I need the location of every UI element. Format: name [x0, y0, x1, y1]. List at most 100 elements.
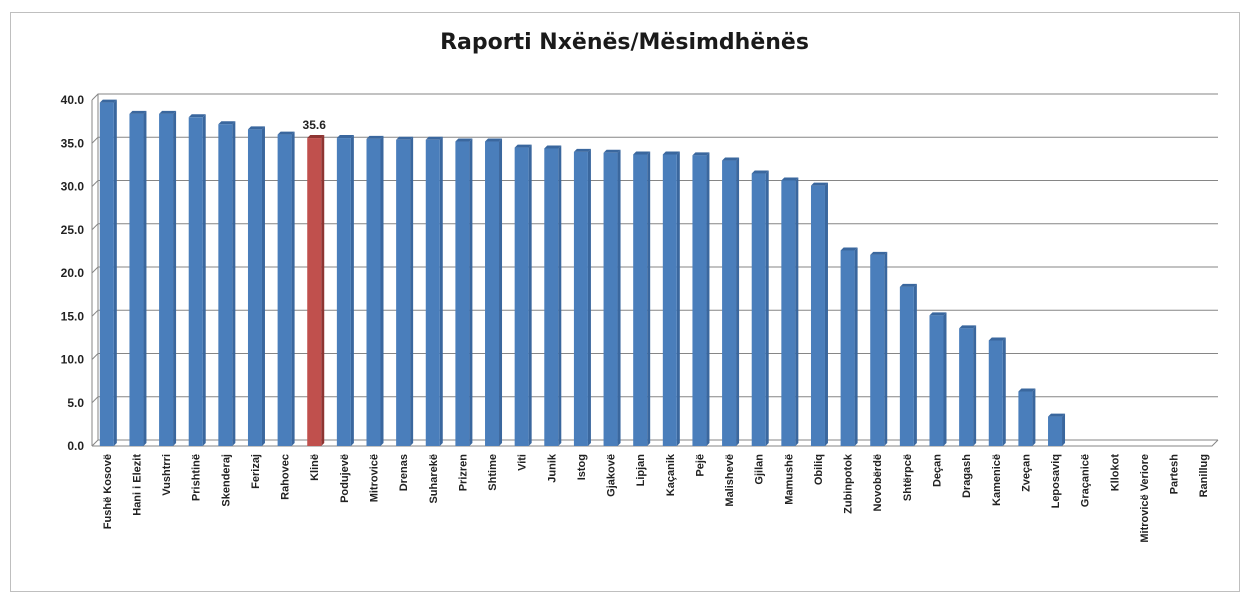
bar-top [366, 135, 384, 139]
bar-top [247, 126, 265, 130]
bar-side [410, 136, 414, 447]
bar-side [884, 251, 888, 446]
y-tick-label: 40.0 [61, 93, 85, 107]
bar [99, 102, 114, 446]
bar [247, 129, 262, 446]
bar-side [232, 121, 236, 446]
bar-top [336, 135, 354, 139]
bar-top [959, 325, 977, 329]
bar-top [277, 131, 295, 135]
bar-side [765, 170, 769, 446]
x-category-label: Suharekë [428, 454, 440, 504]
x-category-label: Kaçanik [665, 453, 677, 496]
bar [633, 154, 648, 446]
x-category-label: Shtime [487, 454, 499, 491]
bar-top [544, 145, 562, 149]
x-category-label: Dragash [961, 454, 973, 498]
data-label-highlight: 35.6 [303, 118, 327, 132]
x-category-label: Novobërdë [872, 454, 884, 511]
x-category-label: Junik [546, 453, 558, 483]
bar-top [692, 152, 710, 156]
bar-top [188, 114, 206, 118]
bar-top [1048, 413, 1066, 417]
bar-side [943, 312, 947, 446]
x-category-label: Rahovec [280, 454, 292, 500]
x-category-label: Obiliq [813, 454, 825, 485]
bar-top [633, 151, 651, 155]
bar-side [736, 157, 740, 447]
x-category-label: Malishevë [724, 454, 736, 507]
bar [1018, 391, 1033, 446]
x-category-label: Podujevë [339, 454, 351, 503]
bar-top [455, 138, 473, 142]
x-category-label: Deçan [932, 454, 944, 487]
bar [751, 173, 766, 446]
x-category-label: Zubinpotok [843, 453, 855, 514]
chart-frame [10, 12, 1240, 592]
x-category-label: Prishtinë [191, 454, 203, 501]
y-tick-label: 20.0 [61, 266, 85, 280]
bar-top [662, 151, 680, 155]
bar-top [751, 170, 769, 174]
bar-top [988, 337, 1006, 341]
bar-side [439, 136, 443, 447]
bar [899, 286, 914, 446]
bar [485, 141, 500, 446]
bar [129, 113, 144, 446]
bar [959, 328, 974, 446]
x-category-label: Kllokot [1109, 454, 1121, 492]
bar-top [425, 136, 443, 140]
x-category-label: Ranillug [1198, 454, 1210, 497]
bar-side [854, 247, 858, 446]
bar-top [840, 247, 858, 251]
bar-top [870, 251, 888, 255]
bar-side [380, 135, 384, 447]
x-category-label: Skenderaj [220, 454, 232, 507]
bar-side [469, 138, 473, 446]
x-category-label: Ferizaj [250, 454, 262, 489]
bar [396, 139, 411, 447]
bar-side [113, 99, 117, 446]
bar-top [899, 283, 917, 287]
bar-top [159, 110, 177, 114]
bar-side [528, 144, 532, 446]
y-tick-label: 25.0 [61, 223, 85, 237]
x-category-label: Leposaviq [1050, 454, 1062, 508]
x-category-label: Mitrovicë Veriore [1139, 454, 1151, 543]
bar-top [573, 148, 591, 152]
bar-side [795, 177, 799, 446]
bar-top [781, 177, 799, 181]
bar-side [321, 135, 325, 446]
bar-side [143, 110, 147, 446]
bar-top [722, 157, 740, 161]
bar-side [676, 151, 680, 446]
y-tick-label: 10.0 [61, 353, 85, 367]
bar-top [1018, 388, 1036, 392]
bar-top [307, 135, 325, 139]
x-category-label: Istog [576, 454, 588, 480]
bar [870, 254, 885, 446]
bar-side [173, 110, 177, 446]
bar-top [99, 99, 117, 103]
bar [603, 152, 618, 446]
bar [544, 148, 559, 446]
x-category-label: Mamushë [783, 454, 795, 505]
x-category-label: Mitrovicë [369, 454, 381, 502]
bar [425, 139, 440, 447]
bar-side [706, 152, 710, 447]
bar-side [913, 283, 917, 446]
bar [573, 151, 588, 446]
bar [336, 138, 351, 446]
y-tick-label: 35.0 [61, 136, 85, 150]
bar-side [824, 182, 828, 446]
y-tick-label: 0.0 [67, 439, 84, 453]
bar-side [261, 126, 265, 446]
gridline [91, 136, 1218, 144]
bar-top [810, 182, 828, 186]
bar-side [499, 138, 503, 446]
bar-side [587, 148, 591, 446]
bar-side [1062, 413, 1066, 446]
bar [840, 250, 855, 446]
y-tick-label: 30.0 [61, 180, 85, 194]
